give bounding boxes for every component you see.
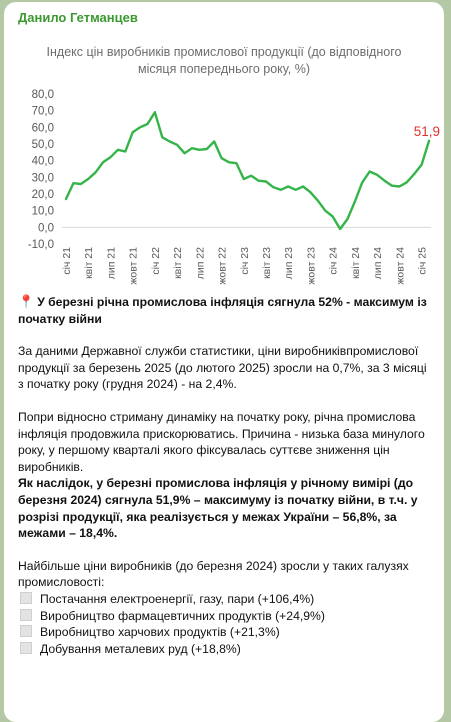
- y-tick-label: 80,0: [32, 89, 54, 101]
- square-bullet-icon: [20, 608, 32, 621]
- x-tick-label: жовт 23: [305, 247, 317, 285]
- list-item-text: Виробництво фармацевтичних продуктів (+2…: [40, 608, 325, 623]
- list-item: Добування металевих руд (+18,8%): [18, 641, 430, 658]
- square-bullet-icon: [20, 591, 32, 604]
- sender-name[interactable]: Данило Гетманцев: [18, 10, 138, 25]
- end-data-label: 51,9: [414, 124, 440, 139]
- y-tick-label: 30,0: [32, 172, 54, 184]
- headline: 📍 У березні річна промислова інфляція сяг…: [18, 294, 430, 327]
- headline-text: У березні річна промислова інфляція сягн…: [18, 295, 427, 326]
- message-text: 📍 У березні річна промислова інфляція сяг…: [18, 294, 430, 657]
- x-tick-label: квіт 21: [83, 247, 95, 279]
- y-tick-label: 20,0: [32, 189, 54, 201]
- list-item: Виробництво фармацевтичних продуктів (+2…: [18, 608, 430, 625]
- y-tick-label: 50,0: [32, 139, 54, 151]
- list-item: Виробництво харчових продуктів (+21,3%): [18, 624, 430, 641]
- x-tick-label: січ 24: [328, 247, 340, 275]
- x-tick-label: січ 25: [417, 247, 429, 275]
- series-line: [64, 111, 431, 231]
- x-tick-label: лип 21: [105, 247, 117, 279]
- y-tick-label: -10,0: [28, 239, 54, 251]
- chart-title: Індекс цін виробників промислової продук…: [46, 45, 402, 76]
- list-item-text: Добування металевих руд (+18,8%): [40, 641, 241, 656]
- line-chart: 80,0 70,0 60,0 50,0 40,0 30,0 20,0 10,0 0,0 -10,0…: [28, 89, 440, 285]
- y-tick-label: 10,0: [32, 206, 54, 218]
- square-bullet-icon: [20, 625, 32, 638]
- x-tick-label: лип 24: [372, 247, 384, 279]
- paragraph-1: За даними Державної служби статистики, ц…: [18, 344, 427, 392]
- paragraph-4: Найбільше ціни виробників (до березня 20…: [18, 558, 409, 590]
- y-tick-label: 40,0: [32, 156, 54, 168]
- y-tick-label: 60,0: [32, 122, 54, 134]
- x-tick-label: жовт 24: [394, 247, 406, 285]
- list-item-text: Виробництво харчових продуктів (+21,3%): [40, 625, 280, 640]
- x-tick-label: лип 22: [194, 247, 206, 279]
- message-bubble: Данило Гетманцев Індекс цін виробників п…: [4, 2, 444, 722]
- x-tick-label: січ 23: [239, 247, 251, 275]
- y-tick-label: 0,0: [38, 222, 54, 234]
- square-bullet-icon: [20, 641, 32, 654]
- x-tick-label: квіт 24: [350, 247, 362, 279]
- x-tick-label: квіт 22: [172, 247, 184, 279]
- x-tick-label: січ 22: [150, 247, 162, 275]
- list-item-text: Постачання електроенергії, газу, пари (+…: [40, 591, 315, 606]
- paragraph-3: Як наслідок, у березні промислова інфляц…: [18, 476, 418, 541]
- x-tick-label: жовт 21: [128, 247, 140, 285]
- x-tick-label: лип 23: [283, 247, 295, 279]
- x-tick-label: січ 21: [61, 247, 73, 275]
- x-tick-label: квіт 23: [261, 247, 273, 279]
- pushpin-icon: 📍: [18, 294, 35, 309]
- paragraph-2: Попри відносно стриману динаміку на поча…: [18, 409, 425, 474]
- y-tick-label: 70,0: [32, 106, 54, 118]
- list-item: Постачання електроенергії, газу, пари (+…: [18, 591, 430, 608]
- chart-image[interactable]: Індекс цін виробників промислової продук…: [4, 32, 444, 287]
- x-tick-label: жовт 22: [217, 247, 229, 285]
